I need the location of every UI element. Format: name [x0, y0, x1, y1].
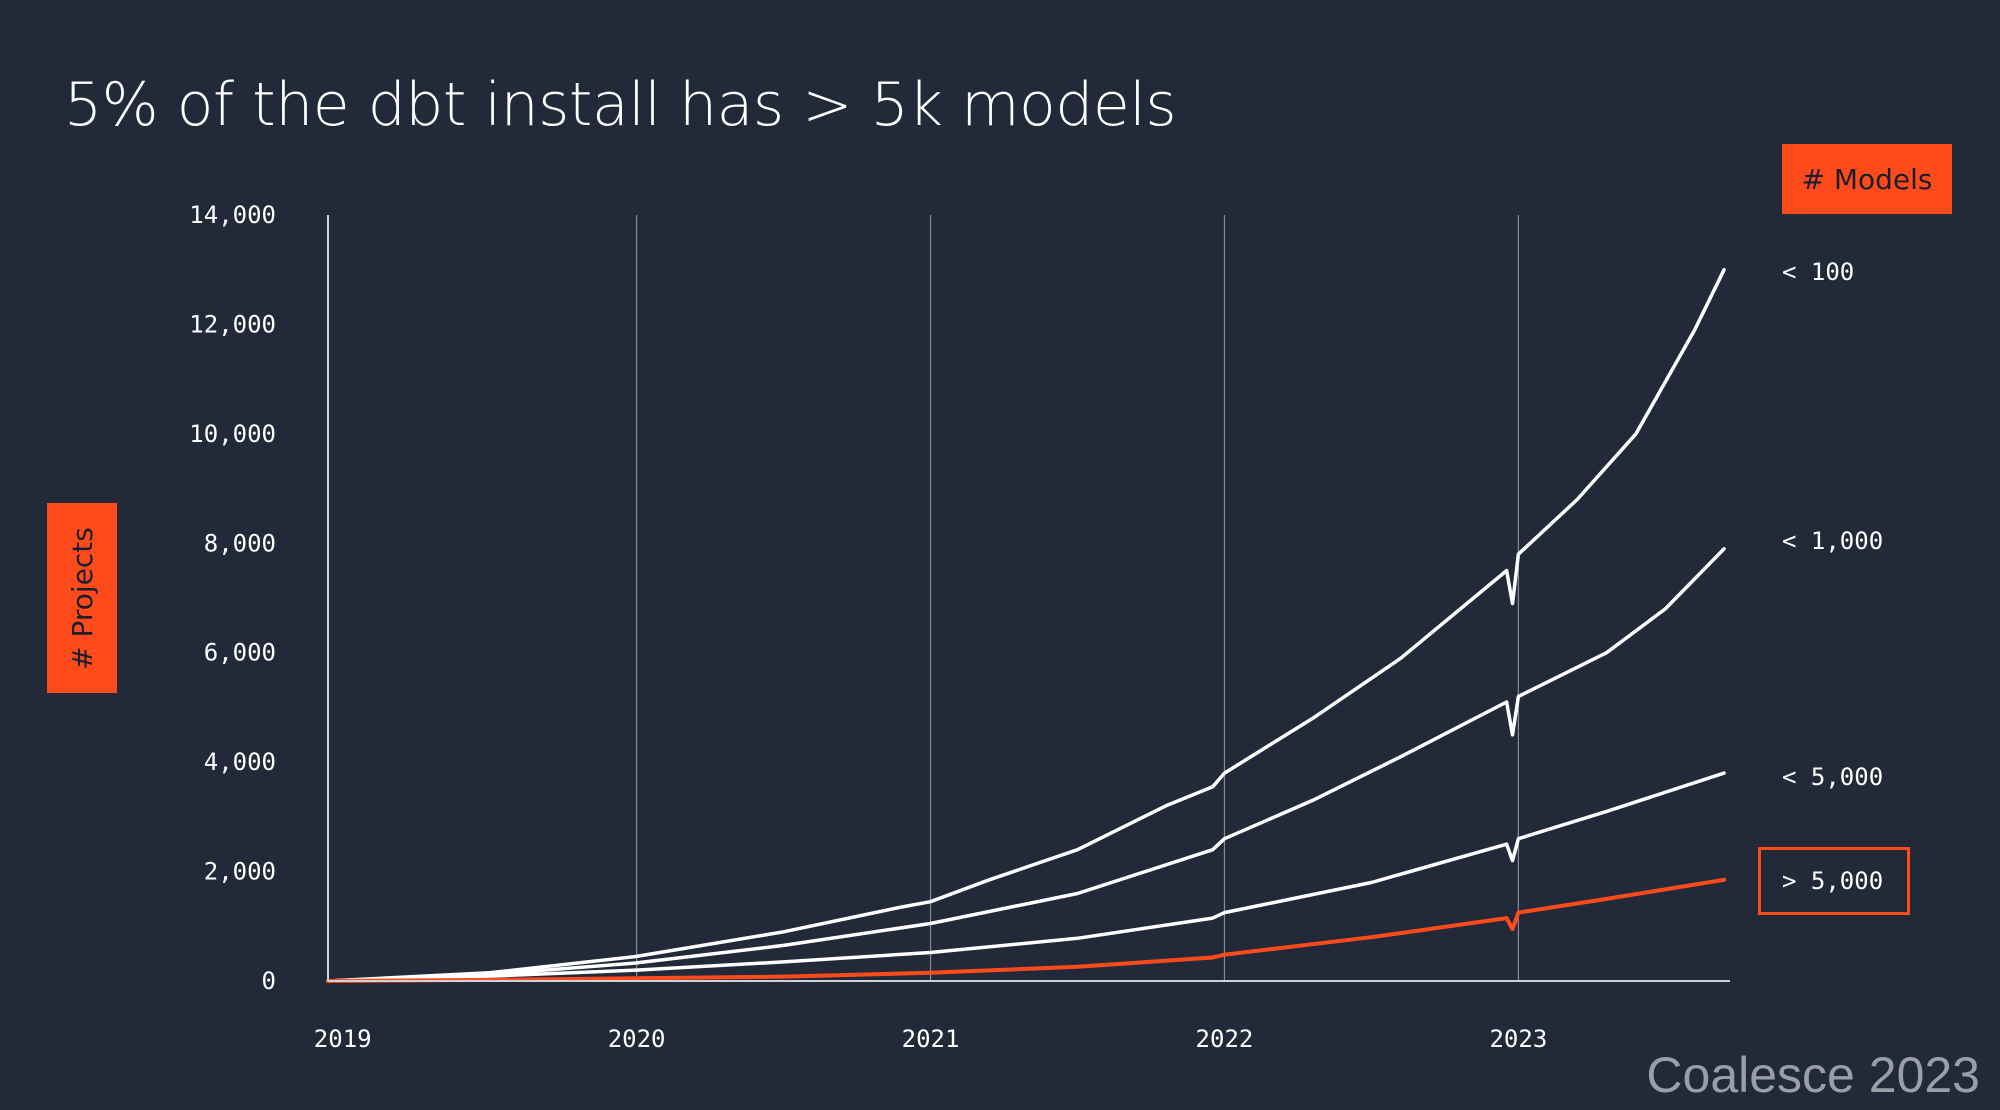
- highlight-box: [1758, 847, 1910, 915]
- series-layer: [326, 267, 1727, 983]
- y-axis-label-badge: # Projects: [47, 503, 117, 693]
- grid-layer: [636, 215, 1519, 981]
- x-tick-label: 2019: [314, 1025, 372, 1053]
- series-label-lt-5000: < 5,000: [1782, 763, 1884, 791]
- x-tick-label: 2020: [608, 1025, 666, 1053]
- y-tick-label: 2,000: [204, 858, 276, 886]
- series-line-0: [326, 267, 1726, 983]
- models-legend-badge: # Models: [1782, 144, 1952, 214]
- watermark: Coalesce 2023: [1646, 1047, 1980, 1103]
- series-line-1: [326, 547, 1726, 983]
- series-label-lt-100: < 100: [1782, 258, 1855, 286]
- axis-layer: 0 2,000 4,000 6,000 8,000 10,000 12,000 14,000 2…: [189, 201, 1730, 1053]
- x-tick-label: 2023: [1489, 1025, 1547, 1053]
- y-tick-label: 8,000: [204, 529, 276, 557]
- x-tick-label: 2021: [902, 1025, 960, 1053]
- y-tick-label: 12,000: [189, 310, 276, 338]
- series-label-lt-1000: < 1,000: [1782, 527, 1884, 555]
- y-tick-label: 10,000: [189, 420, 276, 448]
- y-tick-label: 0: [262, 967, 276, 995]
- slide-title: 5% of the dbt install has > 5k models: [64, 70, 1177, 140]
- series-line-2: [326, 771, 1726, 983]
- x-tick-label: 2022: [1196, 1025, 1254, 1053]
- series-line-3: [326, 877, 1727, 983]
- y-tick-label: 14,000: [189, 201, 276, 229]
- y-tick-label: 4,000: [204, 748, 276, 776]
- y-tick-label: 6,000: [204, 639, 276, 667]
- series-label-gt-5000: > 5,000: [1782, 867, 1884, 895]
